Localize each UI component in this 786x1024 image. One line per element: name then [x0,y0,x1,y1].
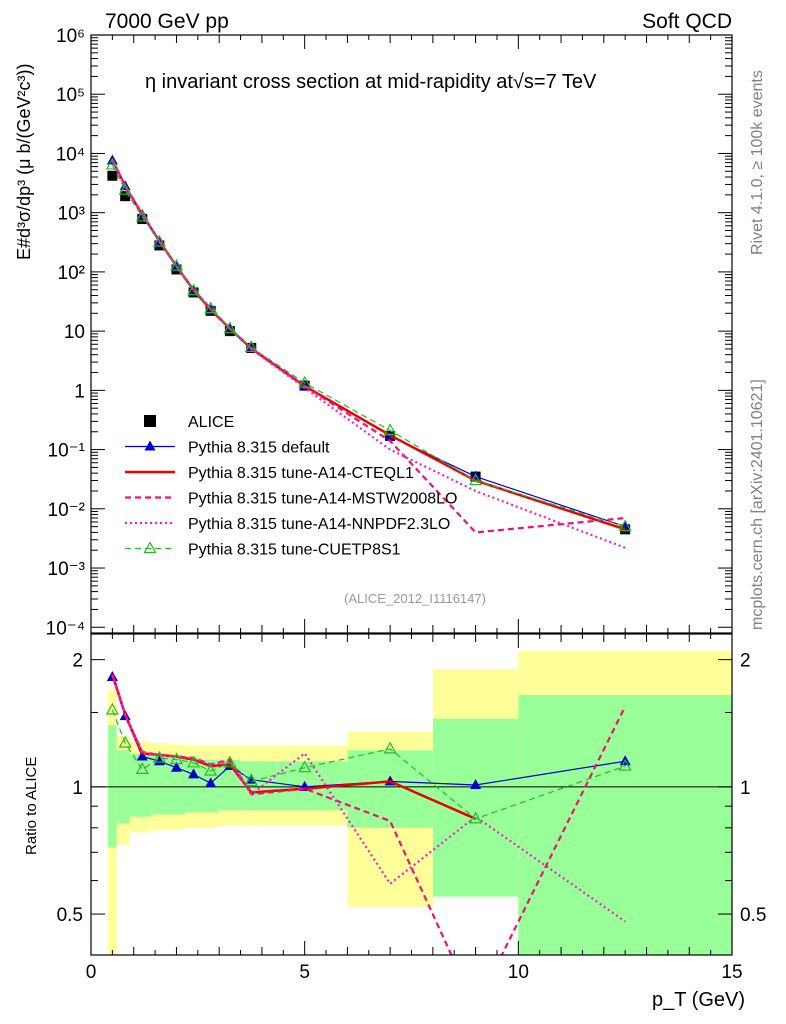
watermark: (ALICE_2012_I1116147) [344,591,486,606]
main-ytick-label: 10⁻¹ [48,441,86,462]
main-point-cuetp [383,423,397,436]
ratio-ytick-label-right: 0.5 [740,905,766,926]
main-point-cuetp [469,473,483,486]
main-point-cuetp [152,234,166,247]
main-point-cuetp [118,182,132,195]
xtick-label: 15 [721,962,742,983]
ratio-point-cuetp [152,750,166,763]
ratio-point-cuetp [618,758,632,771]
ratio-point-default [136,750,148,761]
band-inner [432,718,519,897]
ratio-point-cuetp [244,774,258,787]
ratio-ytick-label: 2 [72,651,83,672]
header-left: 7000 GeV pp [105,10,229,33]
main-ytick-label: 10⁻⁴ [46,618,85,639]
main-point-cuetp [298,375,312,388]
band-inner [185,758,203,813]
main-point-alice [107,170,118,181]
main-ytick-label: 10² [58,263,85,284]
ratio-point-default [470,779,482,790]
header-right: Soft QCD [642,10,732,33]
rivet-label: Rivet 4.1.0, ≥ 100k events [749,70,766,255]
x-axis-label: p_T (GeV) [652,989,745,1011]
main-point-cuetp [187,283,201,296]
main-ylabel: E#d³σ/dp³ (μ b/(GeV²c³)) [14,63,34,260]
mcplots-label: mcplots.cern.ch [arXiv:2401.10621] [749,379,766,630]
legend-label-default: Pythia 8.315 default [188,440,330,457]
main-ytick-label: 10 [64,322,85,343]
main-ytick-label: 10⁴ [56,144,85,165]
main-point-cuetp [105,157,119,170]
axes-group: 10⁻⁴ 10⁻³ 10⁻² 10⁻¹ 1 10 10² 10³ 10⁴ 10⁵ 10⁶ 0 5 10 15… [46,26,767,983]
ratio-point-cuetp [118,735,132,748]
main-point-alice [120,191,131,202]
ratio-point-default [153,755,165,766]
band-inner [518,694,732,955]
main-ytick-label: 10⁶ [56,26,85,47]
main-ytick-label: 10⁻³ [48,559,86,580]
main-ytick-label: 10³ [58,204,85,225]
band-inner [347,750,433,828]
ratio-ytick-label-right: 1 [740,778,751,799]
main-point-cuetp [618,519,632,532]
ratio-point-cuetp [469,811,483,824]
main-point-cuetp [169,258,183,271]
legend-marker-cuetp [143,541,157,554]
legend-label-cteq: Pythia 8.315 tune-A14-CTEQL1 [188,465,414,482]
ratio-line-cuetp [111,709,626,820]
ratio-uncertainty-bands [91,650,732,955]
ratio-point-cuetp [105,702,119,715]
main-ytick-label: 1 [74,381,85,402]
legend-label-mstw: Pythia 8.315 tune-A14-MSTW2008LO [188,491,457,508]
main-point-cuetp [135,209,149,222]
ratio-point-cuetp [383,741,397,754]
legend-label-cuetp: Pythia 8.315 tune-CUETP8S1 [188,542,401,559]
main-point-cuetp [244,340,258,353]
main-ytick-label: 10⁵ [56,85,85,106]
main-point-cuetp [204,301,218,314]
ratio-point-cuetp [204,763,218,776]
legend-marker-default [144,440,156,451]
ratio-point-cuetp [187,755,201,768]
ratio-ytick-label: 0.5 [57,905,83,926]
xtick-label: 0 [86,962,97,983]
ratio-point-cuetp [298,760,312,773]
band-inner [108,725,117,848]
ratio-point-default [205,777,217,788]
band-inner [150,754,168,815]
ratio-point-default [188,768,200,779]
ratio-point-cuetp [169,752,183,765]
legend: ALICE Pythia 8.315 default Pythia 8.315 tu… [125,414,457,559]
band-inner [129,753,151,817]
xtick-label: 10 [508,962,529,983]
ratio-ytick-label: 1 [72,778,83,799]
main-title: η invariant cross section at mid-rapidit… [145,71,597,93]
main-line-cuetp [111,164,626,528]
ratio-ytick-label-right: 2 [740,651,751,672]
ratio-point-default [170,761,182,772]
ratio-point-cuetp [135,762,149,774]
main-series-group [105,154,632,549]
main-ytick-label: 10⁻² [48,500,86,521]
main-point-cuetp [223,321,237,334]
legend-marker-alice [144,415,156,427]
main-point-alice [137,214,148,225]
ratio-point-cuetp [223,755,237,768]
ratio-series-group [105,670,632,955]
legend-label-nnpdf: Pythia 8.315 tune-A14-NNPDF2.3LO [188,516,450,533]
xtick-label: 5 [299,962,310,983]
legend-label-alice: ALICE [188,414,234,431]
main-line-nnpdf [111,160,626,549]
ratio-ylabel: Ratio to ALICE [23,757,40,855]
